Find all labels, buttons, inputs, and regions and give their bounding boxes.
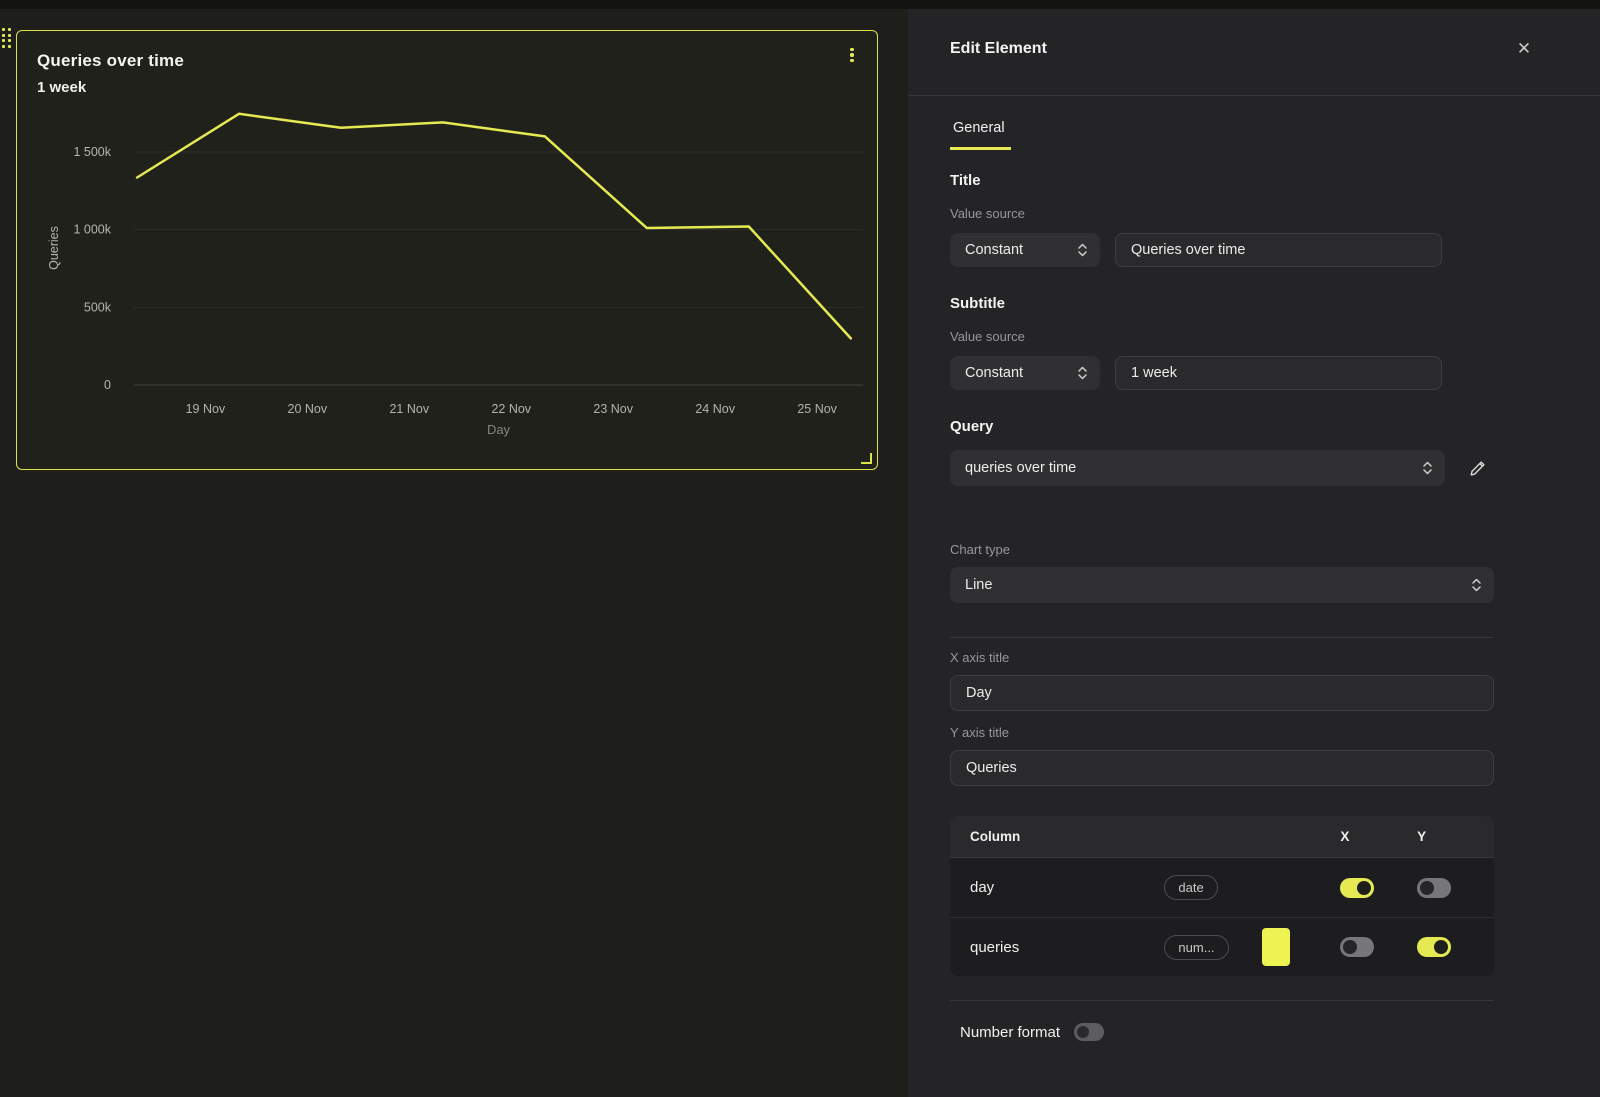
- dashboard-canvas: 0 500k 1 000k 1 500k 19 Nov 20 Nov 21 Nov 22 No…: [0, 9, 908, 1097]
- panel-header: Edit Element ✕: [908, 9, 1600, 96]
- columns-table-header: Column X Y: [950, 816, 1494, 858]
- svg-text:20 Nov: 20 Nov: [288, 402, 328, 416]
- type-badge: num...: [1164, 934, 1229, 960]
- query-section-heading: Query: [950, 418, 994, 435]
- number-format-toggle[interactable]: [1074, 1023, 1105, 1041]
- y-toggle[interactable]: [1417, 877, 1452, 898]
- columns-table: Column X Y day date queries num...: [950, 816, 1494, 976]
- series-color-swatch[interactable]: [1261, 928, 1290, 966]
- x-header: X: [1340, 829, 1350, 844]
- title-value-source-label: Value source: [950, 206, 1025, 221]
- y-toggle[interactable]: [1417, 937, 1452, 957]
- edit-query-button[interactable]: [1460, 451, 1494, 485]
- kebab-menu-icon[interactable]: [843, 44, 861, 66]
- panel-title: Edit Element: [950, 40, 1047, 57]
- y-header: Y: [1417, 829, 1427, 844]
- svg-text:21 Nov: 21 Nov: [389, 402, 429, 416]
- x-axis-title: Day: [487, 422, 511, 437]
- column-name: day: [970, 879, 995, 896]
- column-header: Column: [970, 829, 1021, 844]
- svg-text:25 Nov: 25 Nov: [797, 402, 837, 416]
- svg-text:500k: 500k: [84, 300, 112, 314]
- x-axis-title-input[interactable]: Day: [950, 675, 1494, 711]
- subtitle-value-text: 1 week: [1131, 365, 1177, 381]
- widget-subtitle: 1 week: [37, 79, 87, 96]
- x-axis-tick-labels: 19 Nov 20 Nov 21 Nov 22 Nov 23 Nov 24 Nov 25 N…: [186, 402, 838, 416]
- section-divider: [950, 1000, 1494, 1001]
- y-axis-title-label: Y axis title: [950, 725, 1010, 740]
- select-chevron-icon: [1078, 366, 1087, 380]
- title-value-text: Queries over time: [1131, 242, 1246, 258]
- column-name: queries: [970, 938, 1020, 956]
- x-axis-title-label: X axis title: [950, 650, 1010, 665]
- subtitle-source-select[interactable]: Constant: [950, 356, 1100, 390]
- subtitle-section-heading: Subtitle: [950, 295, 1005, 312]
- y-axis-tick-labels: 0 500k 1 000k 1 500k: [73, 145, 111, 392]
- title-value-input[interactable]: Queries over time: [1115, 233, 1442, 267]
- svg-text:1 000k: 1 000k: [73, 223, 111, 237]
- chart-type-selected: Line: [965, 577, 993, 593]
- close-icon[interactable]: ✕: [1516, 39, 1532, 58]
- svg-text:23 Nov: 23 Nov: [593, 402, 633, 416]
- select-chevron-icon: [1078, 243, 1087, 257]
- x-toggle[interactable]: [1340, 877, 1375, 898]
- table-row-day: day date: [950, 858, 1494, 917]
- svg-text:24 Nov: 24 Nov: [695, 402, 735, 416]
- title-source-select[interactable]: Constant: [950, 233, 1100, 267]
- svg-text:19 Nov: 19 Nov: [186, 402, 226, 416]
- x-toggle[interactable]: [1340, 937, 1375, 957]
- title-source-selected: Constant: [965, 242, 1024, 258]
- table-row-queries: queries num...: [950, 917, 1494, 976]
- x-axis-title-text: Day: [966, 685, 992, 701]
- tab-bar: General: [950, 116, 1494, 150]
- chart-line: [135, 112, 853, 340]
- subtitle-value-input[interactable]: 1 week: [1115, 356, 1442, 390]
- edit-element-panel: Edit Element ✕ General Title Value sourc…: [908, 9, 1600, 1097]
- number-format-row: Number format: [950, 1023, 1494, 1041]
- subtitle-value-source-label: Value source: [950, 329, 1025, 344]
- y-axis-title-text: Queries: [966, 760, 1017, 776]
- chart-type-select[interactable]: Line: [950, 567, 1494, 603]
- gridlines: [134, 151, 863, 386]
- select-chevron-icon: [1423, 461, 1432, 475]
- resize-corner-icon[interactable]: [859, 451, 873, 465]
- line-chart: 0 500k 1 000k 1 500k 19 Nov 20 Nov 21 Nov 22 No…: [47, 112, 863, 437]
- svg-text:1 500k: 1 500k: [73, 145, 111, 159]
- panel-body: Title Value source Constant Queries over…: [908, 172, 1600, 1041]
- select-chevron-icon: [1472, 578, 1481, 592]
- number-format-label: Number format: [960, 1023, 1061, 1041]
- y-axis-title-input[interactable]: Queries: [950, 750, 1494, 786]
- query-selected: queries over time: [965, 460, 1077, 476]
- svg-text:22 Nov: 22 Nov: [491, 402, 531, 416]
- title-section-heading: Title: [950, 172, 981, 189]
- section-divider: [950, 637, 1494, 638]
- top-bar: [0, 0, 1600, 9]
- svg-text:0: 0: [104, 378, 111, 392]
- pencil-icon: [1470, 460, 1485, 476]
- y-axis-title: Queries: [47, 226, 61, 270]
- subtitle-source-selected: Constant: [965, 365, 1024, 381]
- tab-general[interactable]: General: [950, 116, 1011, 150]
- widget-title: Queries over time: [37, 51, 185, 70]
- query-select[interactable]: queries over time: [950, 450, 1445, 486]
- drag-handle-dots-icon[interactable]: [2, 28, 11, 48]
- chart-widget-card[interactable]: 0 500k 1 000k 1 500k 19 Nov 20 Nov 21 Nov 22 No…: [16, 30, 878, 470]
- type-badge: date: [1164, 875, 1218, 900]
- chart-type-label: Chart type: [950, 542, 1010, 557]
